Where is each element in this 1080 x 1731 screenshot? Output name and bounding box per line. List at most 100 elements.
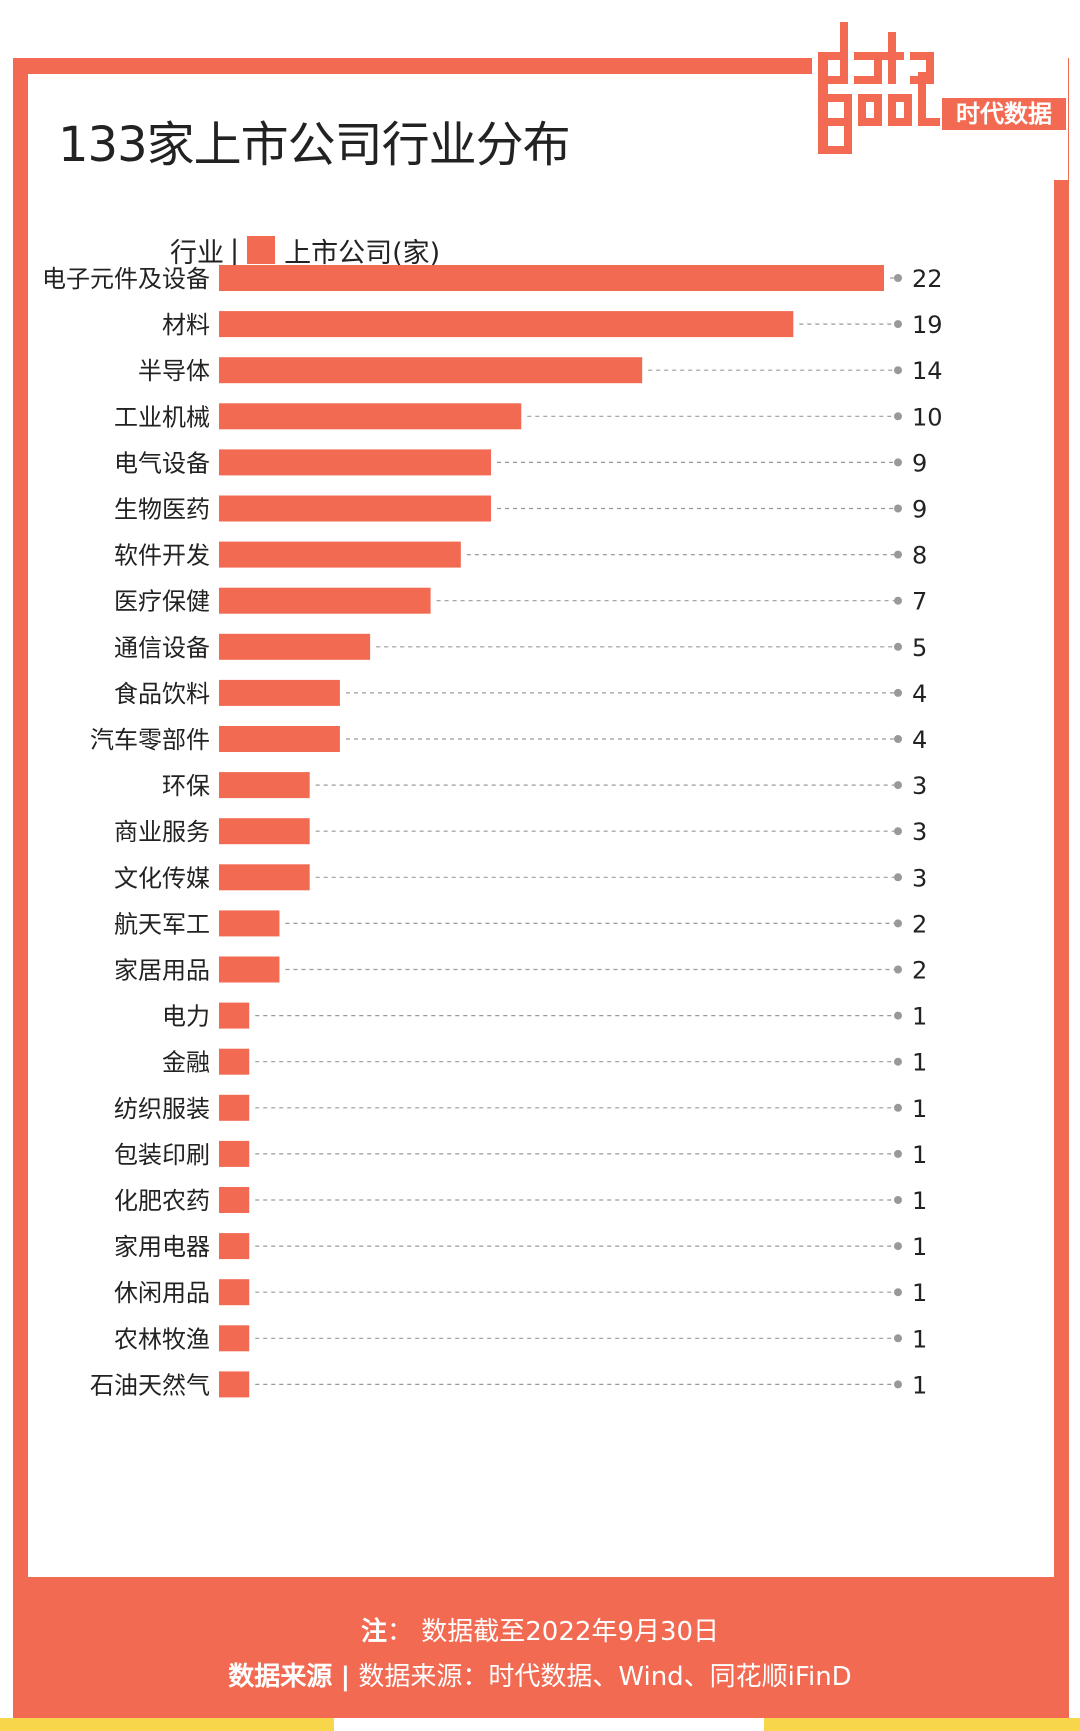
bar: [219, 956, 280, 983]
category-label: 通信设备: [114, 634, 210, 662]
leader-dot: [894, 274, 902, 282]
category-label: 家居用品: [114, 957, 210, 985]
bar: [219, 818, 310, 845]
legend-separator: |: [230, 234, 240, 266]
category-label: 电子元件及设备: [42, 265, 210, 293]
legend-series-label: 上市公司(家): [284, 237, 441, 269]
leader-dot: [894, 504, 902, 513]
bar: [219, 1279, 250, 1306]
value-label: 2: [912, 910, 927, 938]
value-label: 1: [912, 1095, 927, 1123]
value-label: 1: [912, 1049, 927, 1077]
legend-category-label: 行业: [170, 237, 224, 269]
leader-dot: [894, 735, 902, 743]
leader-dot: [894, 827, 902, 836]
leader-dot: [894, 596, 902, 605]
value-label: 3: [912, 772, 927, 800]
value-label: 8: [912, 542, 927, 570]
bar: [219, 910, 280, 937]
leader-dot: [894, 1196, 902, 1204]
category-label: 航天军工: [114, 910, 210, 938]
bar: [219, 1094, 250, 1121]
leader-dot: [894, 1334, 902, 1343]
bar: [219, 1048, 250, 1075]
bar: [219, 403, 522, 430]
source-separator: |: [340, 1662, 351, 1692]
value-label: 4: [912, 726, 927, 754]
category-label: 金融: [162, 1049, 210, 1077]
value-label: 22: [912, 265, 943, 293]
leader-dot: [894, 1011, 902, 1020]
value-label: 19: [912, 311, 943, 339]
category-label: 电力: [162, 1003, 210, 1031]
category-label: 家用电器: [114, 1233, 210, 1261]
bar: [219, 449, 492, 476]
leader-dot: [894, 1380, 902, 1389]
value-label: 1: [912, 1003, 927, 1031]
bar: [219, 1371, 250, 1398]
bar: [219, 633, 371, 660]
bar: [219, 1140, 250, 1167]
category-label: 农林牧渔: [114, 1325, 210, 1353]
leader-dot: [894, 412, 902, 421]
value-label: 1: [912, 1187, 927, 1215]
value-label: 3: [912, 864, 927, 892]
value-label: 1: [912, 1279, 927, 1307]
bar: [219, 726, 340, 752]
category-label: 电气设备: [114, 449, 210, 477]
category-label: 休闲用品: [114, 1279, 210, 1307]
value-label: 7: [912, 588, 927, 616]
source-text: 数据来源：时代数据、Wind、同花顺iFinD: [358, 1662, 852, 1692]
value-label: 4: [912, 680, 927, 708]
leader-dot: [894, 781, 902, 790]
bar: [219, 311, 794, 338]
category-label: 纺织服装: [114, 1095, 210, 1123]
category-label: 石油天然气: [90, 1371, 210, 1399]
leader-dot: [894, 1242, 902, 1251]
category-label: 商业服务: [114, 818, 210, 846]
bar: [219, 587, 431, 614]
footer-note: 注： 数据截至2022年9月30日: [0, 1611, 1080, 1648]
bar: [219, 495, 492, 522]
note-colon: ：: [386, 1617, 413, 1647]
bottom-accent-strip: [0, 1718, 1080, 1731]
leader-dot: [894, 458, 902, 467]
legend-swatch: [247, 236, 276, 264]
category-label: 工业机械: [114, 403, 210, 431]
note-label: 注: [360, 1617, 387, 1647]
bar: [219, 1233, 250, 1260]
leader-dot: [894, 1057, 902, 1066]
category-label: 汽车零部件: [90, 726, 210, 754]
leader-dot: [894, 320, 902, 329]
value-label: 14: [912, 357, 943, 385]
value-label: 1: [912, 1233, 927, 1261]
note-text: 数据截至2022年9月30日: [421, 1617, 720, 1647]
category-label: 环保: [162, 772, 210, 800]
value-label: 3: [912, 818, 927, 846]
bar: [219, 772, 310, 799]
value-label: 10: [912, 403, 943, 431]
value-label: 1: [912, 1325, 927, 1353]
value-label: 9: [912, 449, 927, 477]
value-label: 9: [912, 496, 927, 524]
category-label: 半导体: [138, 357, 210, 385]
bar: [219, 679, 340, 706]
category-label: 医疗保健: [114, 588, 210, 616]
leader-dot: [894, 366, 902, 375]
leader-dot: [894, 873, 902, 882]
value-label: 1: [912, 1371, 927, 1399]
legend: 行业 | 上市公司(家): [170, 232, 441, 269]
source-label: 数据来源: [228, 1662, 333, 1692]
bar: [219, 265, 884, 291]
leader-dot: [894, 1149, 902, 1158]
bar: [219, 541, 461, 568]
logo-brand-text: 时代数据: [956, 100, 1052, 128]
leader-dot: [894, 688, 902, 697]
datagood-logo: 时代数据: [818, 22, 1066, 154]
leader-dot: [894, 1103, 902, 1112]
bar: [219, 1187, 250, 1213]
bar: [219, 864, 310, 891]
leader-dot: [894, 550, 902, 559]
category-label: 材料: [162, 311, 210, 339]
